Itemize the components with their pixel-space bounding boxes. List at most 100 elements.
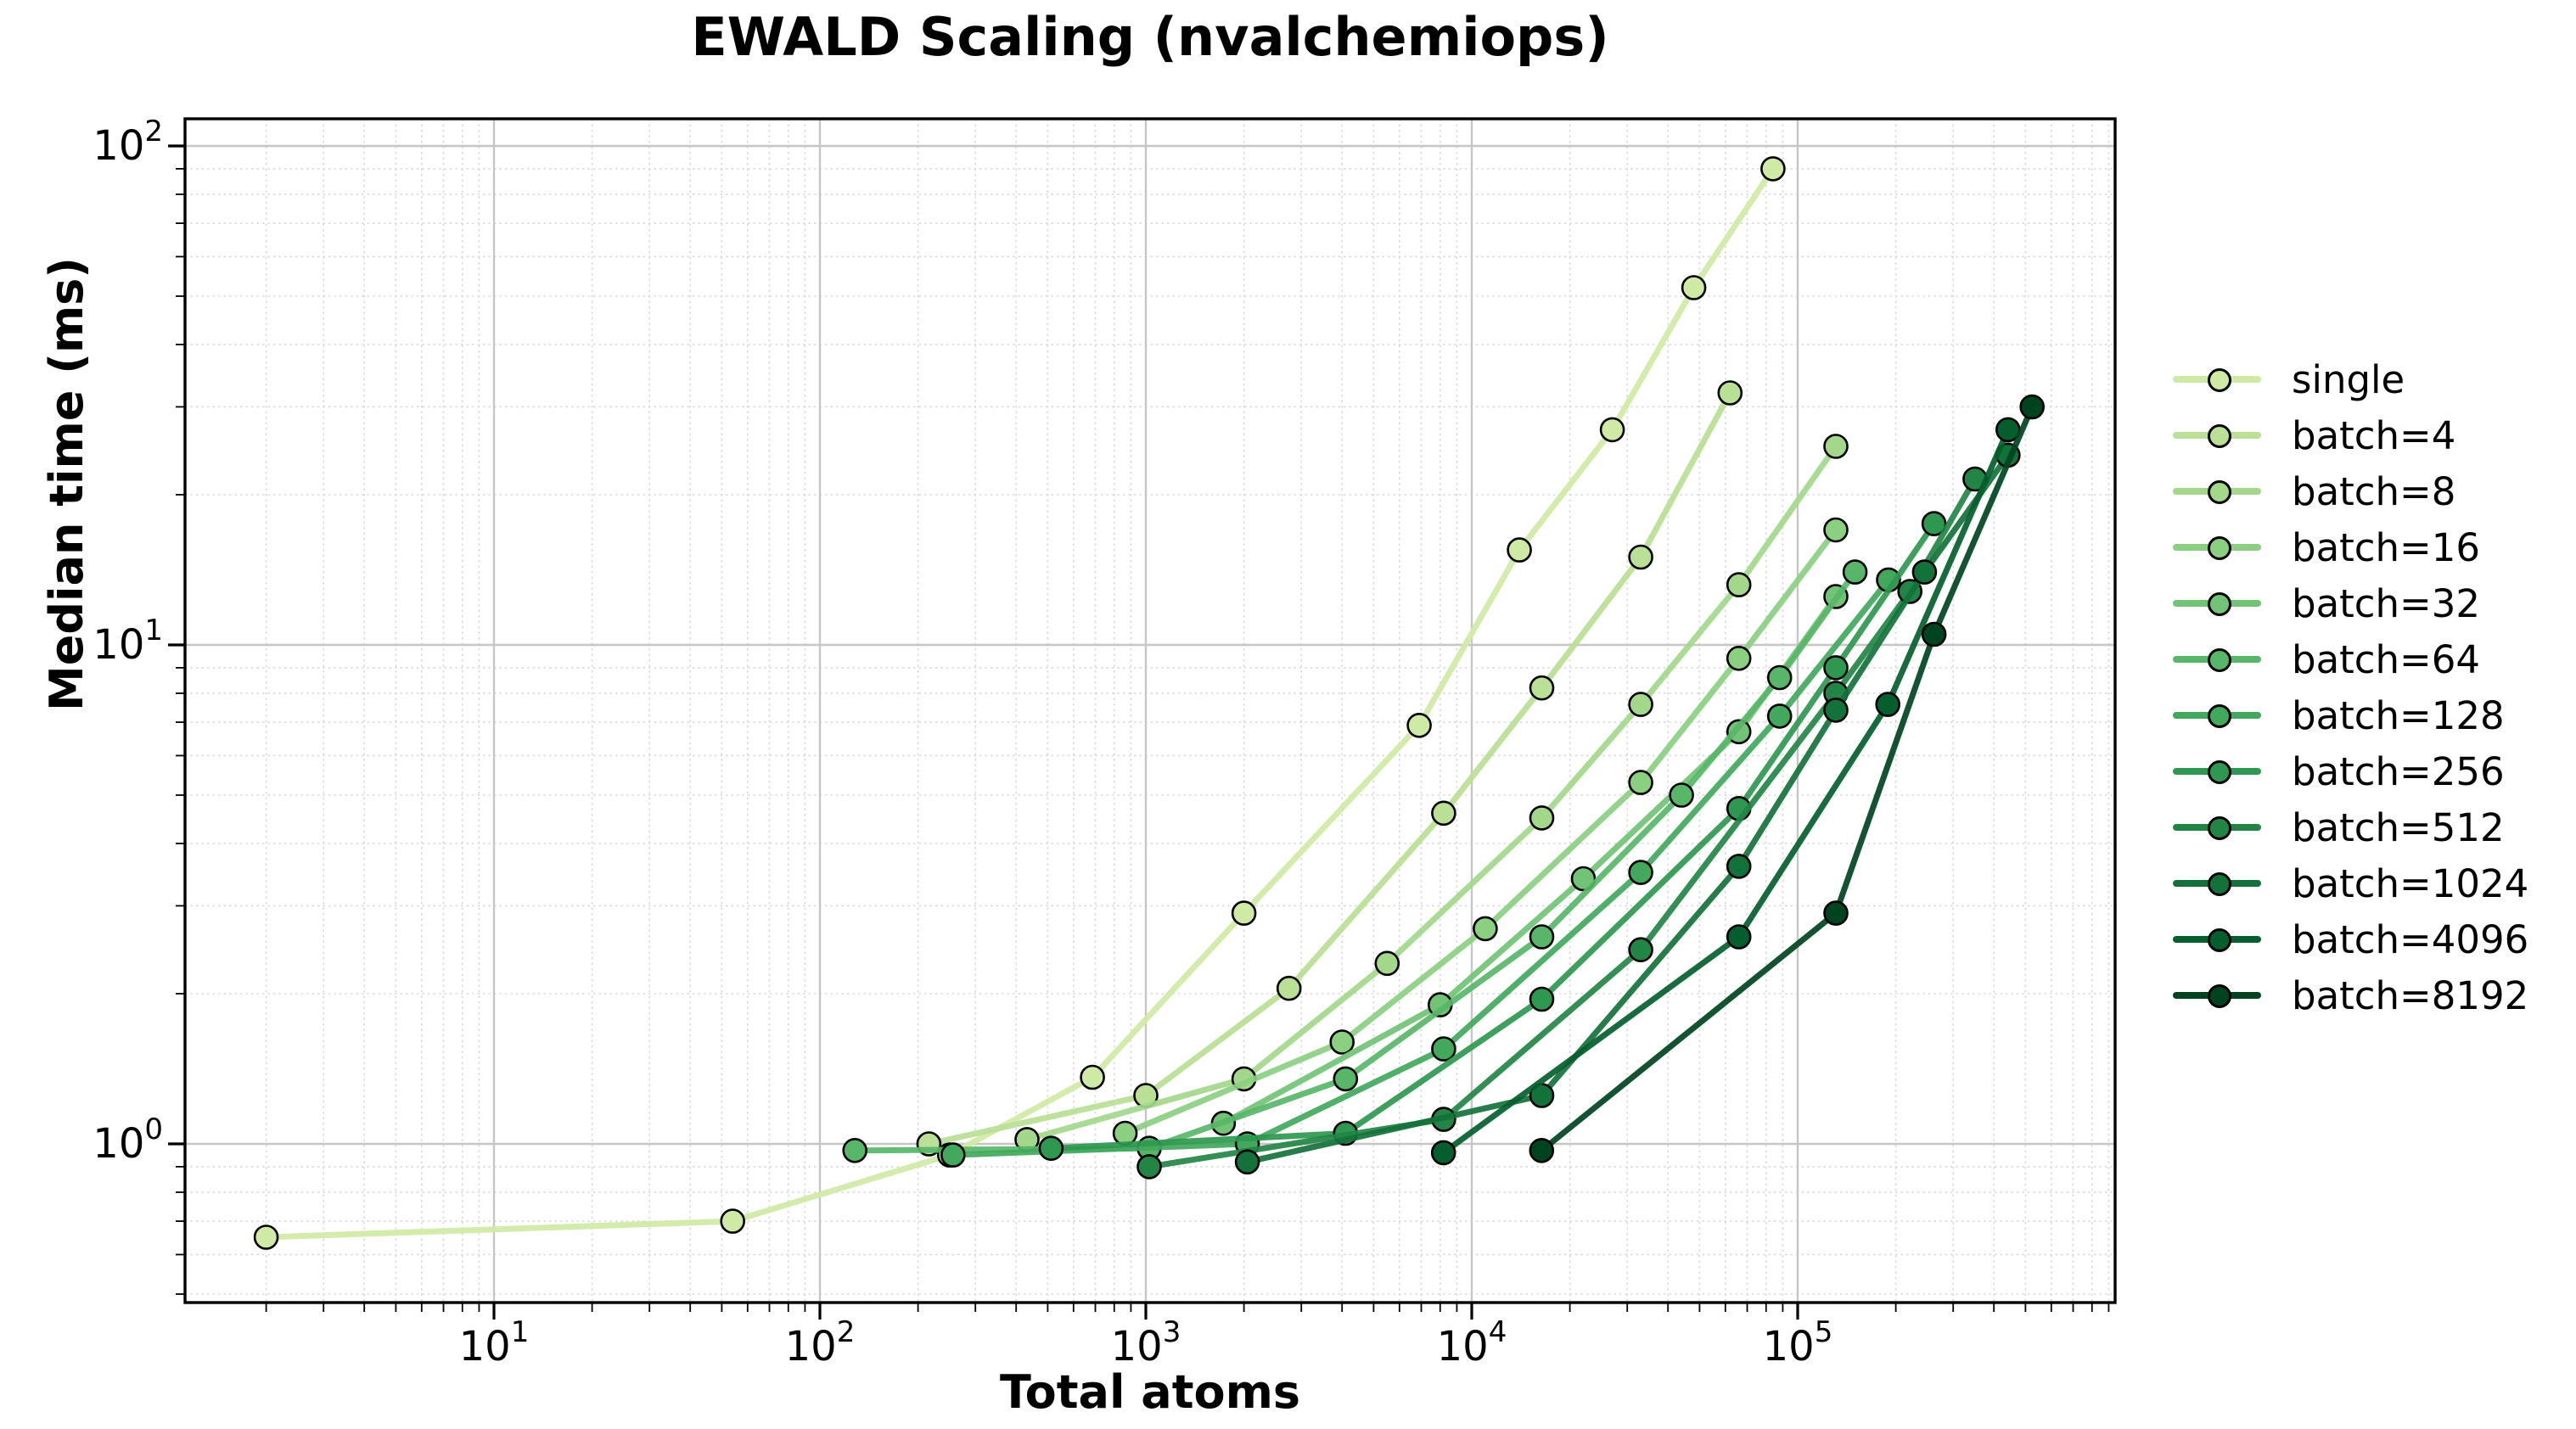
y-axis-label: Median time (ms) (40, 257, 93, 711)
legend-label: batch=8 (2292, 468, 2456, 514)
data-point-marker (1628, 692, 1653, 717)
data-point-marker (1080, 1064, 1105, 1090)
legend-marker-icon (2208, 648, 2231, 672)
legend-marker-icon (2208, 480, 2231, 504)
legend-label: batch=4 (2292, 412, 2456, 458)
data-point-marker (1628, 937, 1653, 962)
data-point-marker (1430, 1140, 1456, 1166)
data-point-marker (940, 1142, 966, 1168)
legend-label: batch=8192 (2292, 972, 2529, 1018)
legend-label: batch=256 (2292, 748, 2505, 794)
legend-swatch (2173, 647, 2261, 672)
data-point-marker (1823, 517, 1849, 543)
data-point-marker (720, 1208, 746, 1234)
legend-label: batch=512 (2292, 804, 2505, 850)
series-batch-8 (1014, 434, 1849, 1152)
data-point-marker (1628, 860, 1653, 885)
data-point-marker (1507, 537, 1532, 563)
data-point-marker (1529, 805, 1555, 831)
legend-swatch (2173, 927, 2261, 952)
data-point-marker (1628, 544, 1653, 570)
data-point-marker (1823, 655, 1849, 681)
legend-item-batch-32: batch=32 (2173, 575, 2480, 631)
data-point-marker (1726, 854, 1752, 879)
legend-marker-icon (2208, 536, 2231, 560)
data-point-marker (1681, 275, 1707, 300)
legend-label: batch=16 (2292, 524, 2481, 570)
data-point-marker (1726, 645, 1752, 671)
series-line (1538, 404, 2035, 1154)
data-point-marker (1276, 975, 1302, 1001)
legend-swatch (2173, 479, 2261, 504)
legend-item-single: single (2173, 351, 2405, 407)
data-point-marker (1766, 703, 1793, 729)
data-point-marker (1333, 1066, 1359, 1092)
legend-swatch (2173, 871, 2261, 896)
data-point-marker (1529, 924, 1555, 950)
data-point-marker (1921, 511, 1947, 536)
data-point-marker (1529, 986, 1555, 1012)
legend-swatch (2173, 423, 2261, 448)
chart-title: EWALD Scaling (nvalchemiops) (691, 6, 1609, 68)
legend-swatch (2173, 703, 2261, 728)
legend-marker-icon (2208, 368, 2231, 392)
data-point-marker (1406, 712, 1432, 738)
x-axis-label: Total atoms (999, 1365, 1301, 1419)
series-line (1440, 426, 2012, 1156)
data-point-marker (1669, 782, 1694, 808)
legend-item-batch-16: batch=16 (2173, 519, 2480, 575)
legend-marker-icon (2208, 760, 2231, 784)
legend-marker-icon (2208, 872, 2231, 896)
legend-swatch (2173, 535, 2261, 560)
data-point-marker (1823, 698, 1849, 723)
data-point-marker (1529, 675, 1555, 701)
data-point-marker (1842, 559, 1868, 585)
legend-swatch (2173, 815, 2261, 840)
legend-marker-icon (2208, 704, 2231, 728)
data-point-marker (1726, 924, 1752, 950)
data-point-marker (1766, 664, 1793, 691)
data-point-marker (1529, 1138, 1555, 1163)
legend-swatch (2173, 983, 2261, 1008)
legend-marker-icon (2208, 928, 2231, 952)
legend-marker-icon (2208, 816, 2231, 840)
legend-item-batch-8192: batch=8192 (2173, 967, 2528, 1023)
legend-item-batch-4096: batch=4096 (2173, 911, 2528, 967)
legend-label: batch=32 (2292, 580, 2481, 626)
data-point-marker (1231, 900, 1257, 926)
data-point-marker (1823, 434, 1849, 459)
data-point-marker (1628, 770, 1653, 795)
data-point-marker (1431, 1036, 1456, 1062)
data-point-marker (842, 1138, 868, 1163)
series-line (263, 165, 1776, 1241)
series-batch-8192 (1529, 394, 2045, 1163)
series-line (1122, 527, 1839, 1136)
legend-item-batch-128: batch=128 (2173, 687, 2505, 743)
legend-item-batch-8: batch=8 (2173, 463, 2455, 519)
data-point-marker (1234, 1149, 1260, 1175)
x-tick-label: 105 (1763, 1315, 1833, 1370)
series-batch-4 (916, 380, 1743, 1157)
data-point-marker (1431, 800, 1456, 827)
data-series (253, 156, 2045, 1250)
legend-item-batch-4: batch=4 (2173, 407, 2455, 463)
data-point-marker (1329, 1029, 1355, 1055)
data-point-marker (1717, 380, 1743, 406)
series-batch-4096 (1430, 417, 2021, 1166)
data-point-marker (1760, 156, 1786, 182)
legend-marker-icon (2208, 592, 2231, 616)
legend-swatch (2173, 759, 2261, 784)
legend-marker-icon (2208, 984, 2231, 1008)
data-point-marker (1921, 621, 1947, 647)
series-batch-1024 (1234, 442, 2021, 1175)
legend-marker-icon (2208, 424, 2231, 448)
plot-border (183, 117, 2117, 1304)
data-point-marker (1911, 559, 1938, 585)
data-point-marker (1599, 417, 1625, 443)
series-line (1244, 451, 2012, 1165)
legend-item-batch-512: batch=512 (2173, 799, 2505, 855)
data-point-marker (1374, 950, 1400, 977)
